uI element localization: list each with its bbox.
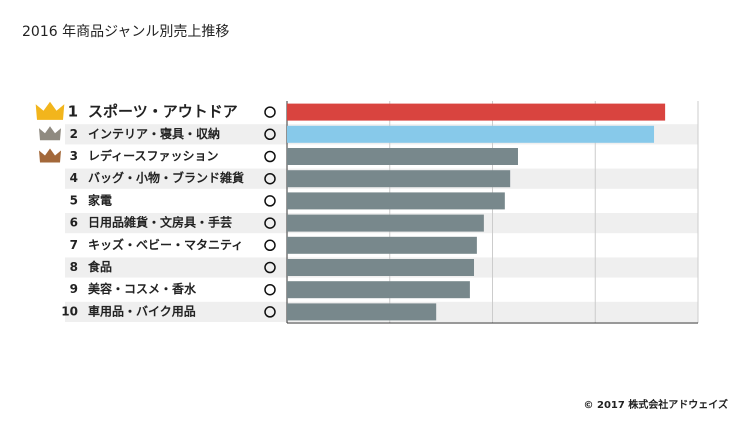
category-label: 食品 bbox=[87, 259, 112, 274]
crown-icon bbox=[35, 101, 65, 120]
bar bbox=[287, 259, 475, 276]
category-icon bbox=[264, 306, 276, 318]
category-icon bbox=[264, 195, 276, 207]
rank-label: 7 bbox=[70, 238, 78, 252]
bar bbox=[287, 125, 655, 143]
rank-label: 1 bbox=[68, 103, 78, 121]
bar bbox=[287, 103, 666, 121]
rank-label: 2 bbox=[70, 127, 78, 141]
category-label: キッズ・ベビー・マタニティ bbox=[88, 237, 243, 252]
crown-icon bbox=[39, 126, 61, 141]
bar bbox=[287, 303, 437, 321]
rank-label: 9 bbox=[70, 282, 78, 296]
category-icon bbox=[264, 283, 276, 296]
category-label: 家電 bbox=[88, 192, 112, 207]
category-label: 車用品・バイク用品 bbox=[88, 303, 196, 318]
bar bbox=[287, 170, 511, 188]
rank-label: 8 bbox=[70, 260, 78, 274]
category-icon bbox=[264, 239, 276, 252]
crown-icon bbox=[39, 148, 61, 163]
category-icon bbox=[264, 217, 276, 229]
rank-label: 3 bbox=[70, 149, 78, 163]
category-icon bbox=[264, 172, 276, 185]
bar bbox=[287, 236, 477, 254]
category-label: 美容・コスメ・香水 bbox=[88, 281, 197, 296]
bar bbox=[287, 281, 470, 299]
category-label: スポーツ・アウトドア bbox=[88, 103, 238, 121]
rank-label: 5 bbox=[70, 193, 78, 207]
category-icon bbox=[264, 128, 276, 141]
rank-label: 6 bbox=[70, 216, 78, 230]
copyright: © 2017 株式会社アドウェイズ bbox=[584, 398, 729, 411]
category-label: バッグ・小物・ブランド雑貨 bbox=[88, 170, 244, 185]
category-icon bbox=[264, 106, 276, 118]
rank-label: 10 bbox=[61, 304, 78, 318]
category-icon bbox=[264, 261, 276, 274]
category-label: レディースファッション bbox=[88, 148, 219, 163]
chart-title: 2016 年商品ジャンル別売上推移 bbox=[22, 24, 229, 40]
category-label: インテリア・寝具・収納 bbox=[88, 126, 220, 141]
category-label: 日用品雑貨・文房具・手芸 bbox=[88, 215, 232, 230]
category-icon bbox=[264, 150, 276, 163]
rank-label: 4 bbox=[70, 171, 78, 185]
bar bbox=[287, 214, 484, 232]
bar bbox=[287, 192, 505, 210]
bar bbox=[287, 148, 518, 165]
